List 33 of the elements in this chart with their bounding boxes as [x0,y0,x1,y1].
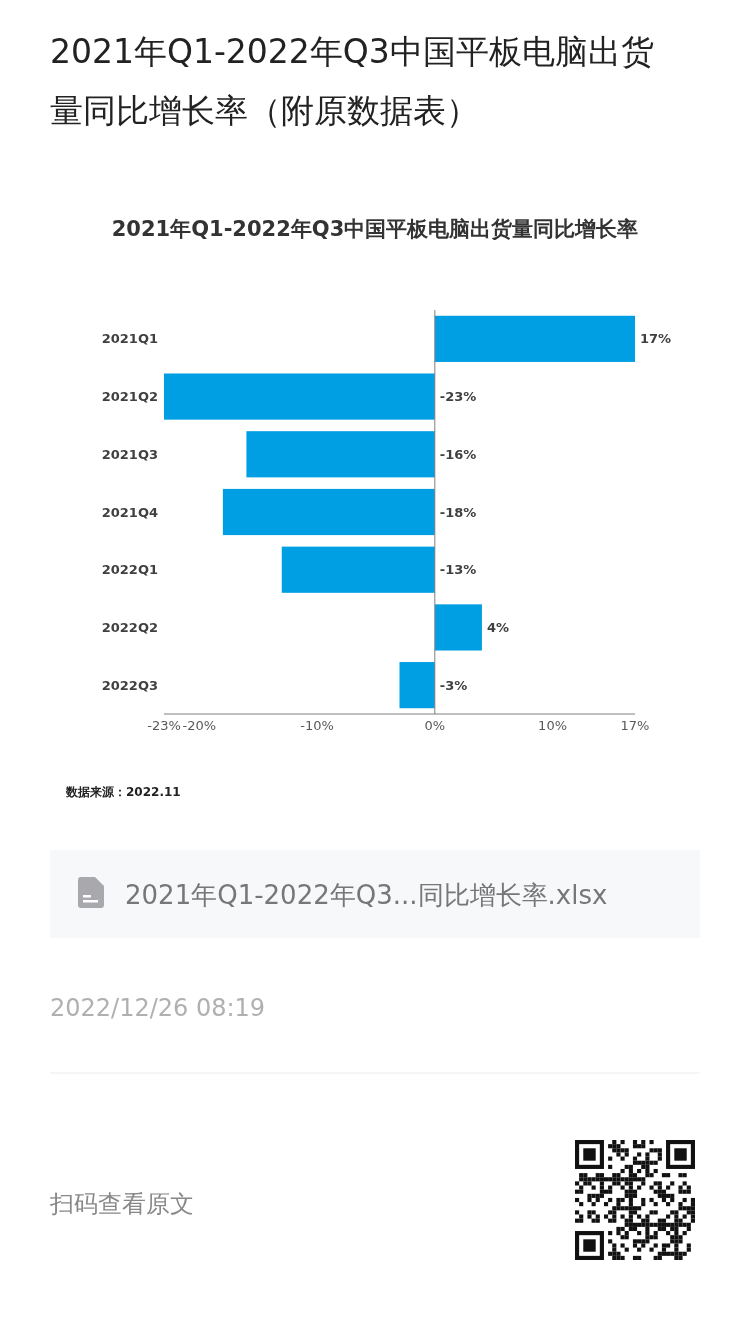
y-tick-label: 2022Q1 [101,562,158,578]
bar [222,488,435,536]
bar [281,546,435,593]
data-label: -16% [439,446,477,462]
data-label: -18% [439,504,477,520]
data-label: -23% [439,389,477,405]
text: 2022/12/26 08:19 [50,994,266,1022]
x-tick-label: -20% [182,718,217,733]
x-tick-label: 0% [424,718,446,733]
bar [399,662,435,709]
bar [434,604,482,651]
text: 扫码查看原文 [49,1190,194,1218]
chart-subtitle: 2021年Q1-2022年Q3中国平板电脑出货量同比增长率 [111,217,639,241]
y-tick-label: 2021Q4 [101,504,158,520]
y-tick-label: 2022Q2 [101,619,158,635]
y-tick-label: 2021Q1 [101,331,158,347]
chart-title: 2021年Q1-2022年Q3中国平板电脑出货量同比增长率（附原数据表） [50,32,654,130]
x-tick-label: 17% [620,718,650,733]
data-label: 17% [640,331,672,347]
x-tick-label: -10% [300,718,334,733]
data-label: -3% [439,677,468,693]
bar [434,315,635,362]
bar [164,373,435,420]
y-tick-label: 2021Q3 [101,446,158,462]
bar [246,431,435,478]
source-note: 数据来源：2022.11 [65,785,181,799]
x-tick-label: 10% [538,718,568,733]
y-tick-label: 2022Q3 [101,677,158,693]
data-label: 4% [486,619,509,635]
data-label: -13% [439,562,477,578]
y-tick-label: 2021Q2 [101,389,158,405]
text: 2021年Q1-2022年Q3...同比增长率.xlsx [125,880,608,910]
x-tick-label: -23% [147,718,181,733]
